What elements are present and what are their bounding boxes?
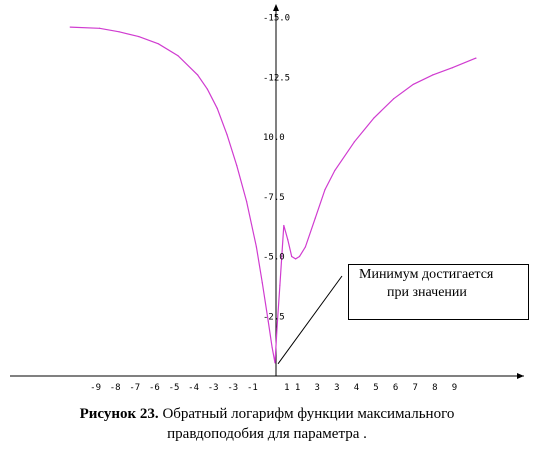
data-point [324, 188, 326, 191]
data-point [353, 141, 355, 143]
x-tick-label: -1 [247, 383, 258, 393]
data-point [314, 217, 316, 219]
data-point [157, 43, 159, 45]
x-tick-label: 1 [284, 383, 289, 393]
x-tick-label: 4 [354, 383, 359, 393]
figure-caption-line-1: Рисунок 23. Обратный логарифм функции ма… [0, 404, 534, 424]
data-point [287, 239, 289, 241]
y-tick-label: 10.0 [263, 133, 285, 143]
x-tick-label: -7 [129, 383, 140, 393]
data-point [432, 74, 434, 76]
y-tick-label: -15.0 [263, 14, 290, 24]
annotation-box: Минимум достигается при значении [348, 264, 529, 320]
annotation-line-2: при значении [387, 285, 467, 300]
data-point [138, 36, 140, 38]
annotation-line-1: Минимум достигается [359, 267, 494, 282]
y-tick-label: -7.5 [263, 193, 285, 203]
data-point [304, 246, 306, 248]
chart-ticks: -9 -8 -7 -6 -5 -4 -3 -3 -1 1 1 3 3 4 5 6 7 8 9 -2.5 -5.0 -7.5… [90, 14, 457, 394]
x-tick-label: 3 [334, 383, 339, 393]
data-point [206, 88, 208, 90]
figure-caption-label: Рисунок 23. [79, 406, 159, 422]
data-point [274, 362, 276, 364]
data-point [69, 26, 71, 28]
x-tick-label: -5 [169, 383, 180, 393]
data-point [412, 83, 414, 86]
data-point [271, 346, 273, 348]
data-point [246, 200, 248, 203]
chart-axes [10, 4, 524, 379]
x-tick-label: 3 [314, 383, 319, 393]
data-point [261, 282, 263, 284]
data-point [255, 246, 257, 248]
figure-caption-text: Обратный логарифм функции максимального [158, 406, 455, 422]
x-tick-label: 6 [393, 383, 398, 393]
data-point [298, 255, 301, 258]
data-point [393, 98, 395, 100]
y-tick-label: -12.5 [263, 73, 290, 83]
y-tick-label: -5.0 [263, 253, 285, 263]
x-tick-label: 9 [452, 383, 457, 393]
data-point [197, 74, 199, 76]
x-tick-label: -3 [227, 383, 238, 393]
x-tick-label: -9 [90, 383, 101, 393]
data-point [451, 67, 453, 69]
x-tick-label: 7 [412, 383, 417, 393]
figure-caption-line-2: правдоподобия для параметра . [167, 426, 367, 442]
y-tick-label: -2.5 [263, 312, 285, 322]
annotation-leader-line [277, 275, 343, 365]
x-tick-label: -4 [188, 383, 199, 393]
data-point [279, 284, 281, 286]
data-point [216, 107, 218, 109]
x-tick-label: 5 [373, 383, 378, 393]
x-axis-arrow [517, 373, 524, 379]
x-tick-label: -3 [208, 383, 219, 393]
chart-series [69, 26, 477, 364]
chart-annotation-group [277, 275, 343, 365]
data-point [373, 117, 375, 119]
x-tick-label: 8 [432, 383, 437, 393]
data-point [334, 169, 336, 172]
data-point [283, 224, 285, 227]
data-point [99, 27, 101, 29]
data-point [236, 165, 238, 167]
x-tick-label: -6 [149, 383, 160, 393]
data-point [226, 134, 228, 136]
data-point [118, 31, 120, 33]
x-tick-label: -8 [110, 383, 121, 393]
data-point [291, 255, 293, 258]
data-point [276, 327, 278, 329]
data-point [295, 258, 297, 260]
y-axis-arrow [273, 4, 279, 11]
data-point [177, 55, 179, 57]
x-tick-label: 1 [295, 383, 300, 393]
data-point [267, 320, 269, 322]
data-point [475, 57, 477, 59]
